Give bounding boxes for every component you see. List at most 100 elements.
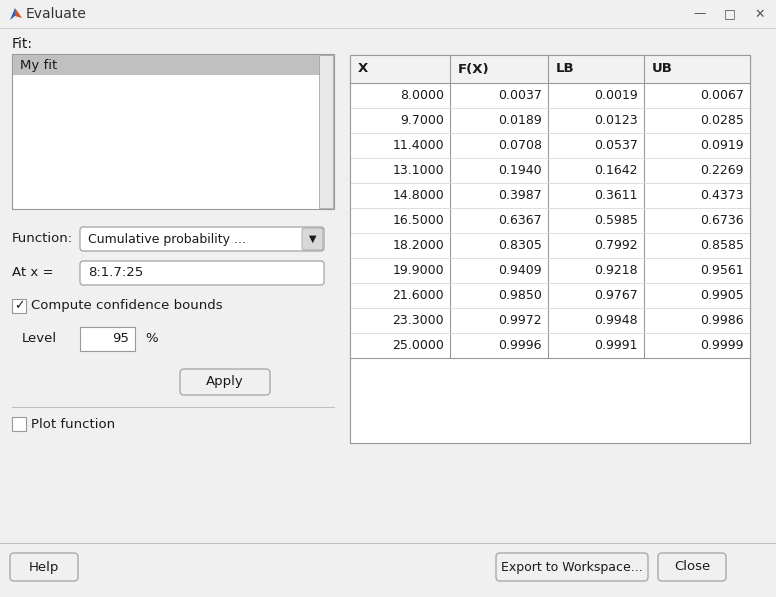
Text: 0.0919: 0.0919 <box>701 139 744 152</box>
Text: 0.0708: 0.0708 <box>498 139 542 152</box>
Text: 0.9986: 0.9986 <box>701 314 744 327</box>
Text: 9.7000: 9.7000 <box>400 114 444 127</box>
Bar <box>13 55 333 75</box>
Bar <box>12 299 26 313</box>
Text: 0.7992: 0.7992 <box>594 239 638 252</box>
Text: 95: 95 <box>112 333 129 346</box>
Bar <box>350 208 750 233</box>
Text: □: □ <box>724 8 736 20</box>
Text: 0.9948: 0.9948 <box>594 314 638 327</box>
FancyBboxPatch shape <box>496 553 648 581</box>
Text: 0.2269: 0.2269 <box>701 164 744 177</box>
Bar <box>350 358 750 443</box>
Text: 0.3987: 0.3987 <box>498 189 542 202</box>
Bar <box>350 133 750 158</box>
Bar <box>12 417 26 431</box>
Text: 19.9000: 19.9000 <box>393 264 444 277</box>
Text: Evaluate: Evaluate <box>26 7 87 21</box>
Text: 0.5985: 0.5985 <box>594 214 638 227</box>
Text: Apply: Apply <box>206 376 244 389</box>
Text: Level: Level <box>22 333 57 346</box>
Text: 0.0019: 0.0019 <box>594 89 638 102</box>
Text: Fit:: Fit: <box>12 37 33 51</box>
Bar <box>350 283 750 308</box>
Text: Plot function: Plot function <box>31 417 115 430</box>
Text: ✓: ✓ <box>14 300 24 312</box>
FancyBboxPatch shape <box>302 228 323 250</box>
FancyBboxPatch shape <box>80 261 324 285</box>
Text: ✕: ✕ <box>755 8 765 20</box>
Text: 0.9999: 0.9999 <box>701 339 744 352</box>
Text: 0.9972: 0.9972 <box>498 314 542 327</box>
Text: 21.6000: 21.6000 <box>393 289 444 302</box>
Text: 0.8305: 0.8305 <box>498 239 542 252</box>
Text: My fit: My fit <box>20 59 57 72</box>
Bar <box>350 183 750 208</box>
Bar <box>350 55 750 443</box>
Text: 0.9767: 0.9767 <box>594 289 638 302</box>
Text: Close: Close <box>674 561 710 574</box>
Text: X: X <box>358 63 369 75</box>
Bar <box>319 55 333 208</box>
Text: 0.0285: 0.0285 <box>700 114 744 127</box>
FancyBboxPatch shape <box>180 369 270 395</box>
Text: 0.9218: 0.9218 <box>594 264 638 277</box>
Text: Export to Workspace...: Export to Workspace... <box>501 561 643 574</box>
Bar <box>350 108 750 133</box>
FancyBboxPatch shape <box>10 553 78 581</box>
FancyBboxPatch shape <box>658 553 726 581</box>
Text: Help: Help <box>29 561 59 574</box>
FancyBboxPatch shape <box>80 227 324 251</box>
Text: 0.9850: 0.9850 <box>498 289 542 302</box>
Text: 0.9905: 0.9905 <box>700 289 744 302</box>
Text: 0.1940: 0.1940 <box>498 164 542 177</box>
Text: 16.5000: 16.5000 <box>392 214 444 227</box>
Bar <box>0 0 776 28</box>
Text: Cumulative probability ...: Cumulative probability ... <box>88 232 246 245</box>
Text: 0.8585: 0.8585 <box>700 239 744 252</box>
Bar <box>12 54 334 209</box>
Text: 11.4000: 11.4000 <box>393 139 444 152</box>
Text: 0.0189: 0.0189 <box>498 114 542 127</box>
Bar <box>350 233 750 258</box>
Bar <box>350 55 750 443</box>
Text: 8:1.7:25: 8:1.7:25 <box>88 266 144 279</box>
Text: 0.9996: 0.9996 <box>498 339 542 352</box>
Text: 13.1000: 13.1000 <box>393 164 444 177</box>
Text: 14.8000: 14.8000 <box>392 189 444 202</box>
Text: F(X): F(X) <box>458 63 490 75</box>
Text: Compute confidence bounds: Compute confidence bounds <box>31 300 223 312</box>
Text: 23.3000: 23.3000 <box>393 314 444 327</box>
Text: 0.9409: 0.9409 <box>498 264 542 277</box>
Bar <box>350 158 750 183</box>
Text: 0.9561: 0.9561 <box>701 264 744 277</box>
Bar <box>350 258 750 283</box>
Text: 0.3611: 0.3611 <box>594 189 638 202</box>
Text: Function:: Function: <box>12 232 73 245</box>
Text: %: % <box>145 333 158 346</box>
Text: 18.2000: 18.2000 <box>392 239 444 252</box>
Text: 0.6736: 0.6736 <box>701 214 744 227</box>
Text: At x =: At x = <box>12 266 54 279</box>
Text: LB: LB <box>556 63 574 75</box>
Text: 0.0123: 0.0123 <box>594 114 638 127</box>
Text: 0.4373: 0.4373 <box>701 189 744 202</box>
Text: ▼: ▼ <box>310 234 317 244</box>
Bar <box>350 83 750 108</box>
Text: 0.9991: 0.9991 <box>594 339 638 352</box>
Text: 0.0037: 0.0037 <box>498 89 542 102</box>
Bar <box>350 308 750 333</box>
Bar <box>80 327 135 351</box>
Polygon shape <box>10 8 15 20</box>
Text: UB: UB <box>652 63 673 75</box>
Text: 0.1642: 0.1642 <box>594 164 638 177</box>
Bar <box>350 333 750 358</box>
Text: 0.6367: 0.6367 <box>498 214 542 227</box>
Text: —: — <box>694 8 706 20</box>
Text: 0.0067: 0.0067 <box>700 89 744 102</box>
Text: 25.0000: 25.0000 <box>392 339 444 352</box>
Text: 0.0537: 0.0537 <box>594 139 638 152</box>
Polygon shape <box>15 8 22 18</box>
Bar <box>350 55 750 83</box>
Text: 8.0000: 8.0000 <box>400 89 444 102</box>
